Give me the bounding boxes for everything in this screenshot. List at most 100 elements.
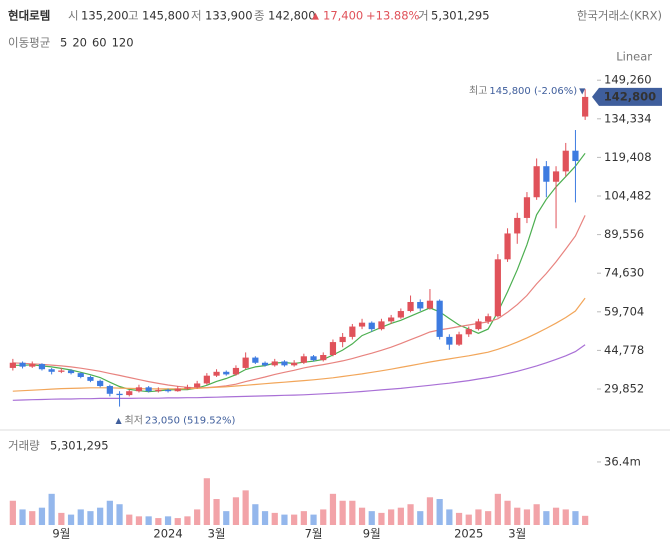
up-icon: ▲: [312, 12, 319, 22]
volume-bar: [475, 509, 482, 525]
y-tick-label: 104,482: [604, 189, 652, 203]
volume-bar: [329, 493, 337, 525]
candle-body: [582, 96, 589, 117]
volume-bar: [349, 500, 356, 525]
volume-bar: [358, 507, 366, 525]
y-tick-label: 29,852: [604, 381, 644, 395]
volume-bar: [533, 504, 540, 525]
ma-legend: 120: [112, 36, 134, 50]
candle-body: [261, 362, 269, 366]
volume-bar: [552, 507, 560, 525]
high-annotation-label: 최고: [469, 85, 487, 97]
candle-body: [407, 301, 414, 312]
volume-title-value: 5,301,295: [50, 439, 109, 453]
volume-bar: [223, 511, 230, 525]
change: 17,400: [323, 9, 363, 23]
x-tick-label: 3월: [508, 527, 526, 541]
candle-body: [48, 369, 55, 372]
volume-bar: [232, 497, 240, 525]
volume-bar: [87, 511, 94, 525]
candle-body: [135, 387, 143, 392]
candle-body: [19, 362, 26, 367]
candle-body: [213, 371, 220, 376]
volume-bar: [504, 500, 511, 525]
candle-body: [126, 391, 133, 396]
volume-bar: [135, 516, 143, 525]
scale-label[interactable]: Linear: [616, 50, 652, 64]
candle-body: [543, 166, 550, 182]
candle-body: [300, 356, 307, 363]
x-tick-label: 9월: [52, 527, 70, 541]
volume-bar: [38, 507, 46, 525]
open: 135,200: [81, 9, 129, 23]
candle-body: [368, 322, 375, 330]
candle-body: [164, 389, 172, 392]
volume-bar: [281, 514, 288, 525]
last-price-label: 142,800: [604, 89, 656, 103]
ma-legend: 60: [92, 36, 107, 50]
volume-bar: [184, 516, 191, 525]
candle-body: [446, 336, 453, 345]
candle-body: [475, 321, 482, 330]
volume-bar: [271, 512, 278, 525]
high-label: 고: [128, 9, 139, 23]
candle-body: [291, 362, 298, 366]
volume-bar: [523, 509, 531, 525]
volume-bar: [485, 511, 492, 525]
y-tick-label: 119,408: [604, 150, 652, 164]
volume-bar: [261, 511, 269, 525]
volume-bar: [48, 493, 55, 525]
volume-bar: [320, 509, 327, 525]
volume-bar: [426, 497, 434, 525]
exchange: 한국거래소(KRX): [577, 9, 662, 23]
volume-label: 거: [418, 9, 429, 23]
candle-body: [145, 387, 152, 392]
volume-bar: [543, 511, 550, 525]
volume-bar: [378, 512, 385, 525]
volume-bar: [300, 511, 307, 525]
candle-body: [252, 357, 259, 363]
volume-bar: [106, 500, 113, 525]
volume-bar: [126, 514, 133, 525]
volume-bar: [19, 509, 26, 525]
volume-bar: [155, 518, 162, 525]
open-label: 시: [68, 9, 79, 23]
x-tick-label: 2025: [454, 527, 483, 541]
candle-body: [232, 367, 240, 375]
y-tick-label: 134,334: [604, 111, 652, 125]
stock-name: 현대로템: [8, 9, 50, 23]
candle-body: [426, 300, 434, 309]
candle-body: [174, 388, 181, 392]
volume-bar: [252, 504, 259, 525]
candle-body: [9, 362, 16, 368]
high-arrow: ▼: [579, 87, 586, 96]
volume-bar: [446, 509, 453, 525]
volume-bar: [368, 511, 375, 525]
low-annotation-label: 최저: [125, 415, 143, 427]
candle-body: [572, 150, 579, 162]
x-tick-label: 3월: [208, 527, 226, 541]
y-tick-label: 44,778: [604, 343, 644, 357]
ma-line: [12, 152, 586, 393]
volume-bar: [242, 490, 249, 525]
volume-bar: [310, 514, 317, 525]
volume-bar: [494, 493, 501, 525]
low: 133,900: [205, 9, 253, 23]
y-tick-label: 59,704: [604, 304, 644, 318]
candle-body: [310, 356, 317, 361]
candle-body: [523, 197, 531, 218]
x-tick-label: 9월: [363, 527, 381, 541]
close: 142,800: [268, 9, 316, 23]
candle-body: [281, 361, 288, 366]
volume-bar: [9, 500, 16, 525]
low-label: 저: [191, 9, 202, 23]
candle-body: [378, 321, 385, 330]
volume-bar: [572, 511, 579, 525]
candle-body: [58, 370, 65, 372]
change-pct: +13.88%: [366, 9, 420, 23]
volume-tick-label: 36.4m: [604, 454, 641, 468]
candle-body: [77, 373, 84, 377]
volume-bar: [203, 478, 210, 525]
candle-body: [155, 389, 162, 392]
candle-body: [533, 166, 540, 198]
